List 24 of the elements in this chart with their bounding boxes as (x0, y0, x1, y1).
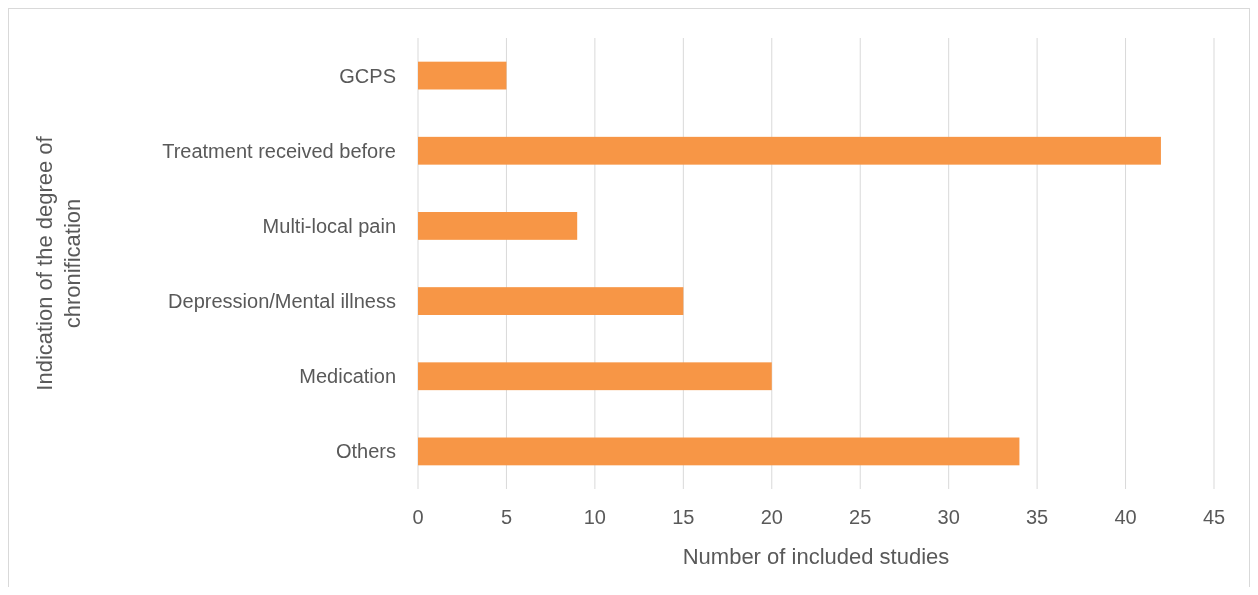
bar (418, 61, 507, 90)
x-tick-label: 15 (672, 506, 695, 528)
bar (418, 437, 1020, 466)
y-tick-label: Multi-local pain (262, 214, 396, 237)
y-tick-label: Others (335, 440, 396, 463)
bar (418, 136, 1161, 165)
bar (418, 212, 578, 240)
x-tick-label: 5 (500, 506, 513, 528)
bar (418, 362, 772, 391)
x-tick-label: 10 (583, 506, 607, 528)
x-tick-label: 25 (849, 506, 872, 528)
x-tick-label: 35 (1025, 506, 1049, 528)
x-tick-label: 30 (937, 506, 960, 528)
x-tick-label: 20 (760, 506, 783, 528)
y-tick-label: Treatment received before (162, 139, 396, 162)
y-tick-label: Depression/Mental illness (168, 290, 396, 313)
y-axis-title: Indication of the degree of chronification (32, 135, 85, 391)
bar (418, 287, 684, 315)
x-axis-title: Number of included studies (682, 544, 950, 569)
x-tick-label: 0 (412, 506, 424, 528)
y-tick-label: Medication (299, 365, 396, 388)
y-tick-label: GCPS (339, 64, 396, 87)
x-tick-label: 40 (1114, 506, 1137, 528)
x-tick-label: 45 (1202, 506, 1226, 528)
